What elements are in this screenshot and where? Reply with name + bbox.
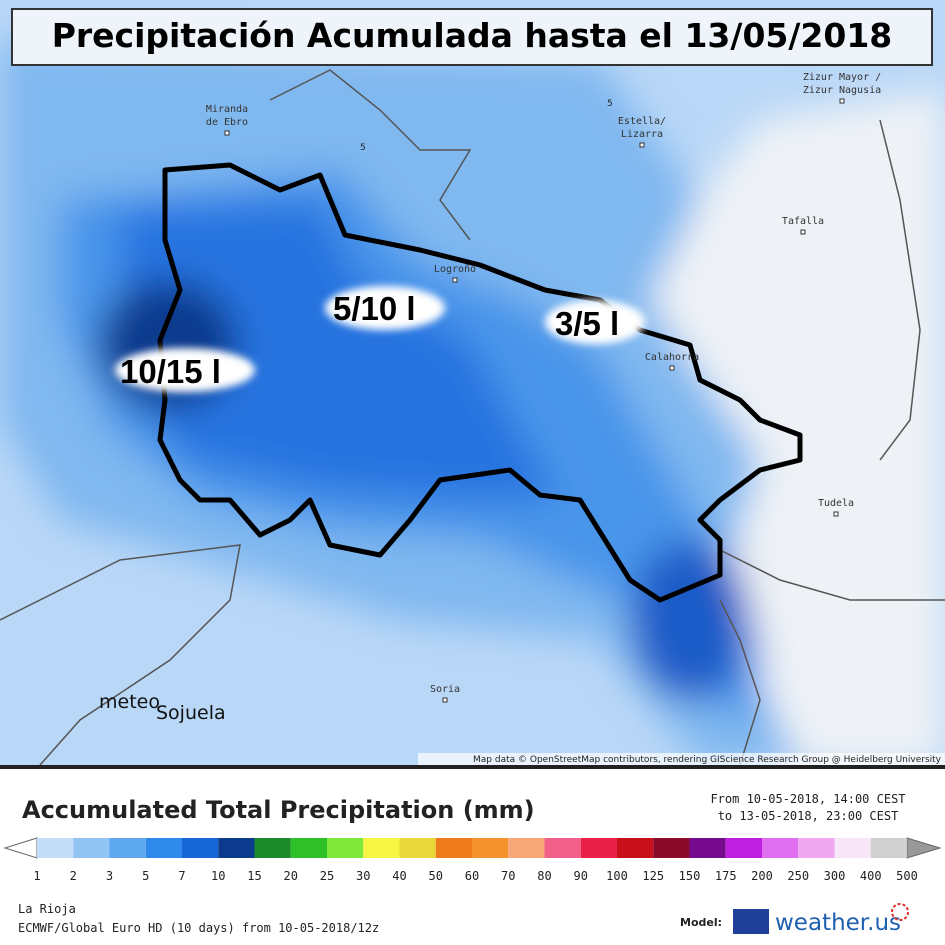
- region-label: 3/5 l: [555, 305, 619, 342]
- scale-swatch: [218, 838, 255, 858]
- scale-label: 25: [320, 869, 334, 883]
- scale-swatch: [689, 838, 726, 858]
- attribution: Map data © OpenStreetMap contributors, r…: [473, 755, 942, 765]
- place-label: Tafalla: [782, 216, 824, 227]
- watermark: meteo: [99, 691, 160, 713]
- place-marker: [669, 365, 675, 371]
- place-marker: [800, 229, 806, 235]
- scale-label: 1: [33, 869, 40, 883]
- scale-swatch: [73, 838, 110, 858]
- place-label: Tudela: [818, 498, 854, 509]
- scale-label: 125: [642, 869, 664, 883]
- region-label: 10/15 l: [120, 353, 221, 390]
- scale-swatch: [725, 838, 762, 858]
- scale-swatch: [254, 838, 291, 858]
- scale-swatch: [37, 838, 74, 858]
- scale-swatch: [580, 838, 617, 858]
- scale-label: 300: [824, 869, 846, 883]
- region-label: 5/10 l: [333, 290, 416, 327]
- place-marker: [833, 511, 839, 517]
- scale-swatch: [327, 838, 364, 858]
- scale-label: 100: [606, 869, 628, 883]
- scale-swatch: [653, 838, 690, 858]
- scale-swatch: [182, 838, 219, 858]
- scale-label: 90: [574, 869, 588, 883]
- scale-label: 500: [896, 869, 918, 883]
- eu-flag: [733, 909, 769, 934]
- period: From 10-05-2018, 14:00 CEST: [710, 792, 905, 806]
- scale-swatch: [762, 838, 799, 858]
- scale-swatch: [617, 838, 654, 858]
- scale-label: 50: [429, 869, 443, 883]
- place-label: Zizur Mayor /: [803, 72, 881, 83]
- scale-swatch: [508, 838, 545, 858]
- scale-swatch: [544, 838, 581, 858]
- place-label: de Ebro: [206, 117, 248, 128]
- place-marker: [452, 277, 458, 283]
- scale-label: 175: [715, 869, 737, 883]
- scale-label: 250: [787, 869, 809, 883]
- contour-label: 5: [607, 99, 613, 109]
- place-marker: [224, 130, 230, 136]
- scale-label: 2: [70, 869, 77, 883]
- scale-label: 200: [751, 869, 773, 883]
- scale-swatch: [145, 838, 182, 858]
- scale-label: 400: [860, 869, 882, 883]
- place-label: Logroño: [434, 264, 476, 275]
- map: Miranda de Ebro Estella/Lizarra Zizur Mayor…: [0, 0, 945, 766]
- scale-label: 150: [679, 869, 701, 883]
- scale-label: 60: [465, 869, 479, 883]
- region-name: La Rioja: [18, 902, 76, 916]
- scale-swatch: [834, 838, 871, 858]
- model-label: Model:: [680, 916, 722, 929]
- period: to 13-05-2018, 23:00 CEST: [718, 809, 899, 823]
- region-border: [157, 162, 803, 603]
- legend: Accumulated Total Precipitation (mm) Fro…: [0, 765, 945, 945]
- scale-swatch: [109, 838, 146, 858]
- place-label: Zizur Nagusia: [803, 85, 881, 96]
- place-label: Soria: [430, 684, 460, 695]
- scale-label: 40: [392, 869, 406, 883]
- scale-swatch: [290, 838, 327, 858]
- legend-title: Accumulated Total Precipitation (mm): [22, 796, 535, 824]
- scale-swatch: [870, 838, 907, 858]
- brand: weather.us: [775, 910, 901, 936]
- scale-label: 10: [211, 869, 225, 883]
- scale-label: 20: [284, 869, 298, 883]
- scale-label: 80: [537, 869, 551, 883]
- scale-swatch: [435, 838, 472, 858]
- scale-label: 3: [106, 869, 113, 883]
- scale-label: 70: [501, 869, 515, 883]
- scale-swatch: [472, 838, 509, 858]
- place-label: Lizarra: [621, 129, 663, 140]
- scale-label: 5: [142, 869, 149, 883]
- watermark: Sojuela: [156, 702, 226, 724]
- place-marker: [639, 142, 645, 148]
- title: Precipitación Acumulada hasta el 13/05/2…: [52, 16, 893, 55]
- place-marker: [839, 98, 845, 104]
- scale-swatch: [798, 838, 835, 858]
- contour-label: 5: [360, 143, 366, 153]
- place-label: Estella/: [618, 116, 666, 127]
- scale-label: 30: [356, 869, 370, 883]
- place-label: Calahorra: [645, 352, 699, 363]
- scale-swatch: [399, 838, 436, 858]
- scale-label: 15: [247, 869, 261, 883]
- source: ECMWF/Global Euro HD (10 days) from 10-0…: [18, 921, 379, 935]
- scale-label: 7: [178, 869, 185, 883]
- scale-swatch: [363, 838, 400, 858]
- place-label: Miranda: [206, 104, 248, 115]
- header: Precipitación Acumulada hasta el 13/05/2…: [11, 8, 933, 66]
- place-marker: [442, 697, 448, 703]
